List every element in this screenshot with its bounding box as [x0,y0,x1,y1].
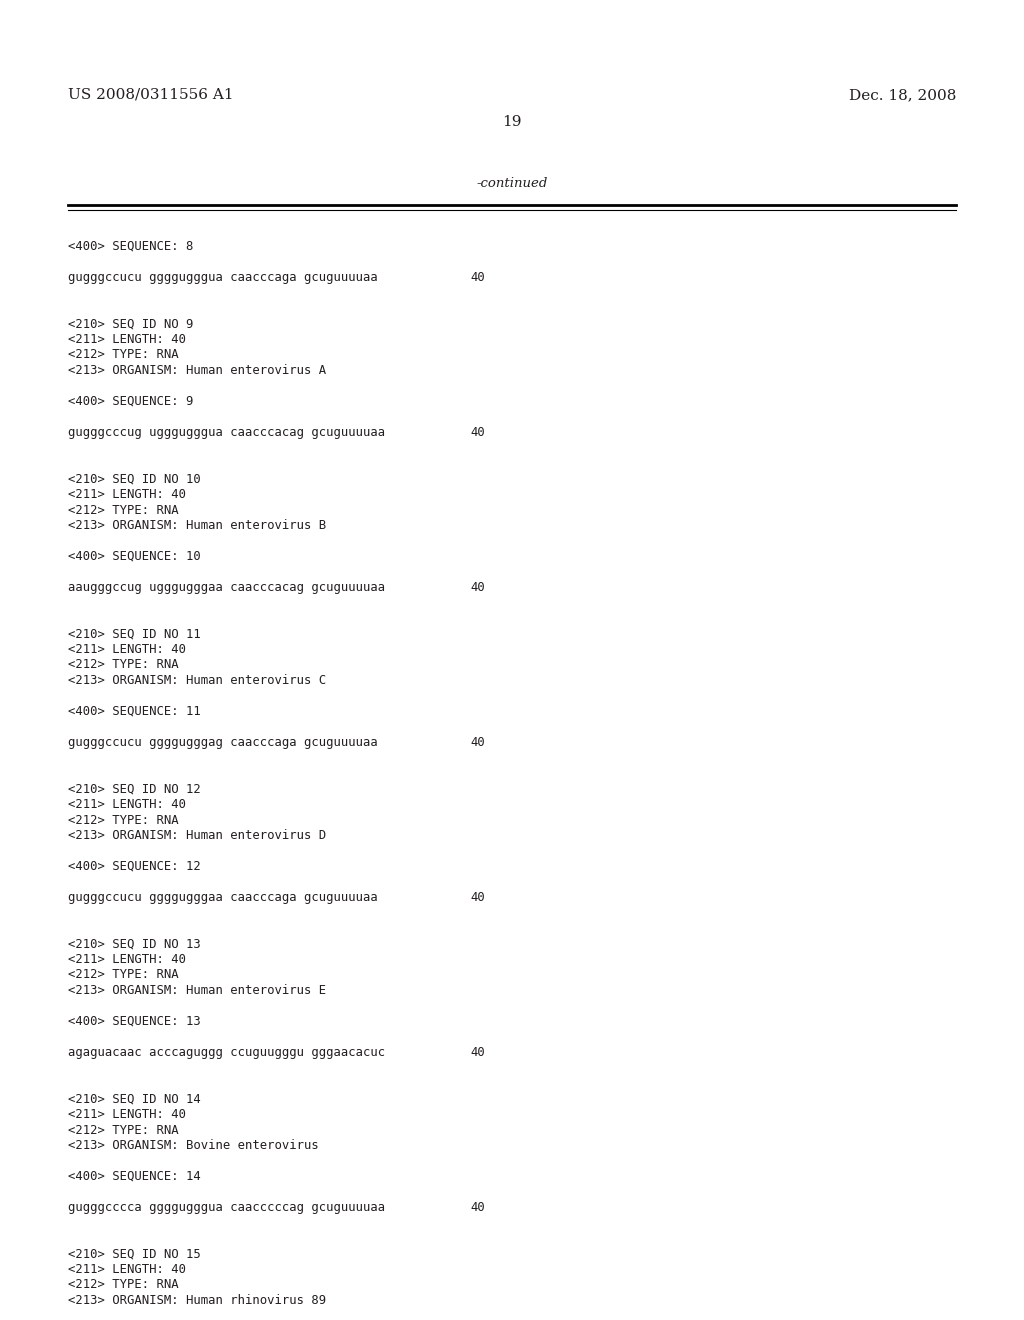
Text: gugggccucu ggggugggag caacccaga gcuguuuuaa: gugggccucu ggggugggag caacccaga gcuguuuu… [68,737,378,748]
Text: <210> SEQ ID NO 11: <210> SEQ ID NO 11 [68,627,201,640]
Text: aaugggccug ugggugggaa caacccacag gcuguuuuaa: aaugggccug ugggugggaa caacccacag gcuguuu… [68,581,385,594]
Text: 40: 40 [470,581,484,594]
Text: <212> TYPE: RNA: <212> TYPE: RNA [68,659,178,672]
Text: <212> TYPE: RNA: <212> TYPE: RNA [68,1279,178,1291]
Text: gugggcccca ggggugggua caacccccag gcuguuuuaa: gugggcccca ggggugggua caacccccag gcuguuu… [68,1201,385,1214]
Text: <213> ORGANISM: Human enterovirus E: <213> ORGANISM: Human enterovirus E [68,983,326,997]
Text: gugggccucu ggggugggua caacccaga gcuguuuuaa: gugggccucu ggggugggua caacccaga gcuguuuu… [68,271,378,284]
Text: <211> LENGTH: 40: <211> LENGTH: 40 [68,488,186,502]
Text: <211> LENGTH: 40: <211> LENGTH: 40 [68,1107,186,1121]
Text: <213> ORGANISM: Bovine enterovirus: <213> ORGANISM: Bovine enterovirus [68,1139,318,1152]
Text: 19: 19 [502,115,522,129]
Text: <213> ORGANISM: Human enterovirus A: <213> ORGANISM: Human enterovirus A [68,364,326,378]
Text: <210> SEQ ID NO 13: <210> SEQ ID NO 13 [68,937,201,950]
Text: <211> LENGTH: 40: <211> LENGTH: 40 [68,799,186,810]
Text: <211> LENGTH: 40: <211> LENGTH: 40 [68,643,186,656]
Text: <213> ORGANISM: Human enterovirus D: <213> ORGANISM: Human enterovirus D [68,829,326,842]
Text: 40: 40 [470,737,484,748]
Text: gugggcccug ugggugggua caacccacag gcuguuuuaa: gugggcccug ugggugggua caacccacag gcuguuu… [68,426,385,440]
Text: <400> SEQUENCE: 13: <400> SEQUENCE: 13 [68,1015,201,1028]
Text: 40: 40 [470,891,484,904]
Text: -continued: -continued [476,177,548,190]
Text: <400> SEQUENCE: 10: <400> SEQUENCE: 10 [68,550,201,564]
Text: 40: 40 [470,426,484,440]
Text: <210> SEQ ID NO 15: <210> SEQ ID NO 15 [68,1247,201,1261]
Text: <210> SEQ ID NO 9: <210> SEQ ID NO 9 [68,318,194,330]
Text: <213> ORGANISM: Human rhinovirus 89: <213> ORGANISM: Human rhinovirus 89 [68,1294,326,1307]
Text: <400> SEQUENCE: 9: <400> SEQUENCE: 9 [68,395,194,408]
Text: <211> LENGTH: 40: <211> LENGTH: 40 [68,333,186,346]
Text: <212> TYPE: RNA: <212> TYPE: RNA [68,348,178,362]
Text: <210> SEQ ID NO 12: <210> SEQ ID NO 12 [68,783,201,796]
Text: agaguacaac acccaguggg ccuguugggu gggaacacuc: agaguacaac acccaguggg ccuguugggu gggaaca… [68,1045,385,1059]
Text: US 2008/0311556 A1: US 2008/0311556 A1 [68,88,233,102]
Text: <212> TYPE: RNA: <212> TYPE: RNA [68,969,178,982]
Text: <400> SEQUENCE: 11: <400> SEQUENCE: 11 [68,705,201,718]
Text: 40: 40 [470,271,484,284]
Text: <211> LENGTH: 40: <211> LENGTH: 40 [68,1263,186,1276]
Text: <210> SEQ ID NO 10: <210> SEQ ID NO 10 [68,473,201,486]
Text: <210> SEQ ID NO 14: <210> SEQ ID NO 14 [68,1093,201,1105]
Text: <211> LENGTH: 40: <211> LENGTH: 40 [68,953,186,966]
Text: gugggccucu ggggugggaa caacccaga gcuguuuuaa: gugggccucu ggggugggaa caacccaga gcuguuuu… [68,891,378,904]
Text: <212> TYPE: RNA: <212> TYPE: RNA [68,1123,178,1137]
Text: <213> ORGANISM: Human enterovirus C: <213> ORGANISM: Human enterovirus C [68,675,326,686]
Text: <212> TYPE: RNA: <212> TYPE: RNA [68,813,178,826]
Text: 40: 40 [470,1045,484,1059]
Text: <400> SEQUENCE: 8: <400> SEQUENCE: 8 [68,240,194,253]
Text: Dec. 18, 2008: Dec. 18, 2008 [849,88,956,102]
Text: 40: 40 [470,1201,484,1214]
Text: <400> SEQUENCE: 14: <400> SEQUENCE: 14 [68,1170,201,1183]
Text: <213> ORGANISM: Human enterovirus B: <213> ORGANISM: Human enterovirus B [68,519,326,532]
Text: <212> TYPE: RNA: <212> TYPE: RNA [68,503,178,516]
Text: <400> SEQUENCE: 12: <400> SEQUENCE: 12 [68,861,201,873]
